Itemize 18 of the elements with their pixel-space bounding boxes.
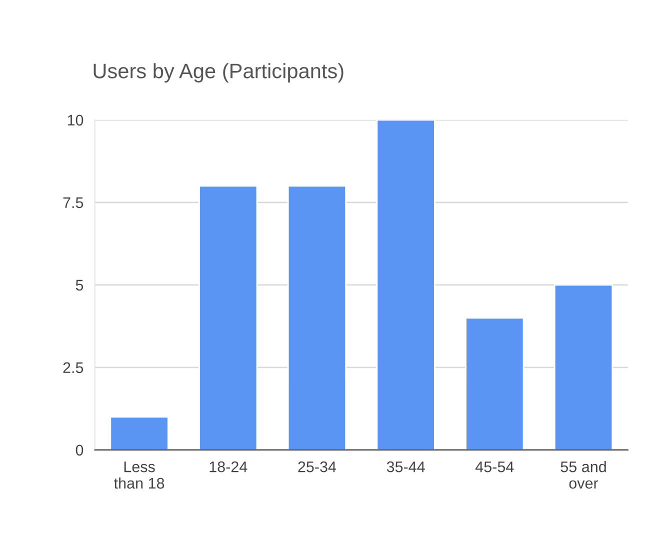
x-tick-label: 35-44 [386,461,425,472]
x-tick-label: 25-34 [298,461,336,472]
x-tick-label: Less than 18 [114,462,164,489]
y-tick-label: 0 [76,444,84,456]
bar [554,284,614,450]
chart-title: Users by Age (Participants) [94,63,344,82]
y-tick-label: 2.5 [63,362,84,374]
y-tick-label: 7.5 [63,197,84,208]
bar [465,317,524,450]
x-tick-label: 18-24 [210,461,248,472]
bar [376,120,436,450]
bar [110,416,169,450]
x-tick-label: 55 and over [560,461,606,489]
y-tick-label: 10 [68,114,84,126]
y-tick-label: 5 [76,280,84,291]
bar [198,185,258,450]
bar [287,185,347,450]
x-tick-label: 45-54 [475,462,514,472]
